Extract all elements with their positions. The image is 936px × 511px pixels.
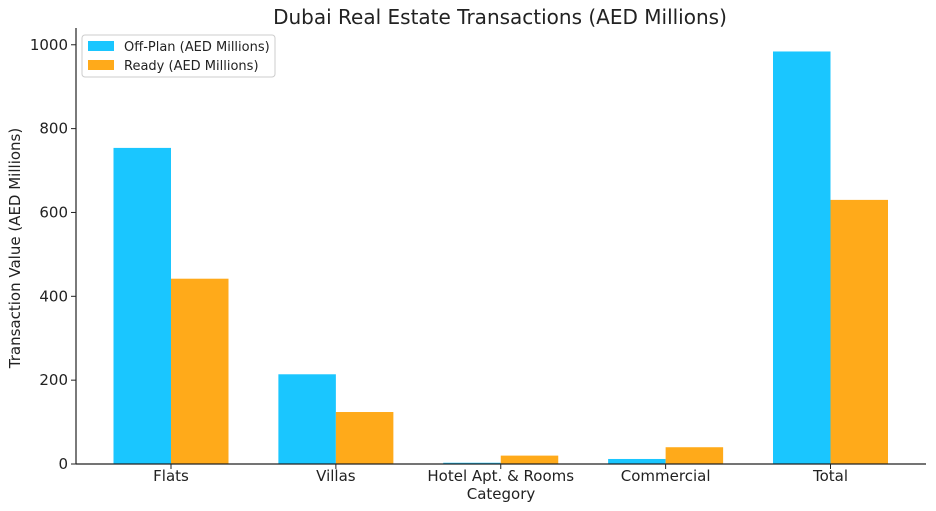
x-axis-label: Category xyxy=(467,485,536,503)
y-tick-label-200: 200 xyxy=(39,371,68,389)
x-tick-label-commercial: Commercial xyxy=(621,467,711,485)
bar-off-plan-total xyxy=(773,51,831,464)
ticks-layer: 0 200 400 600 800 1000 Flats Villas Hotel Apt. &… xyxy=(30,36,848,485)
x-tick-label-villas: Villas xyxy=(316,467,356,485)
bar-off-plan-flats xyxy=(113,147,171,464)
legend-swatch-off-plan xyxy=(88,41,114,51)
bar-ready-villas xyxy=(335,412,394,464)
y-tick-label-1000: 1000 xyxy=(30,36,68,54)
bar-off-plan-hotel-apt-rooms xyxy=(443,462,501,464)
bars-layer xyxy=(113,51,888,464)
legend-box xyxy=(81,34,276,78)
bar-off-plan-villas xyxy=(278,374,336,464)
x-tick-label-hotel-apt-rooms: Hotel Apt. & Rooms xyxy=(427,467,574,485)
y-axis-label: Transaction Value (AED Millions) xyxy=(6,128,24,369)
y-tick-label-400: 400 xyxy=(39,287,68,305)
bar-ready-flats xyxy=(171,278,229,464)
legend-label-off-plan: Off-Plan (AED Millions) xyxy=(124,40,270,55)
chart-title: Dubai Real Estate Transactions (AED Mill… xyxy=(273,5,727,29)
y-tick-label-600: 600 xyxy=(39,203,68,221)
legend-label-ready: Ready (AED Millions) xyxy=(124,59,259,74)
y-tick-label-0: 0 xyxy=(58,455,68,473)
bar-ready-commercial xyxy=(665,447,724,464)
x-tick-label-total: Total xyxy=(812,467,848,485)
x-tick-label-flats: Flats xyxy=(153,467,189,485)
bar-ready-total xyxy=(830,199,888,464)
legend-swatch-ready xyxy=(88,60,114,70)
y-tick-label-800: 800 xyxy=(39,120,68,138)
bar-off-plan-commercial xyxy=(608,458,666,464)
legend: Off-Plan (AED Millions) Ready (AED Milli… xyxy=(81,34,276,78)
bar-ready-hotel-apt-rooms xyxy=(500,455,559,464)
